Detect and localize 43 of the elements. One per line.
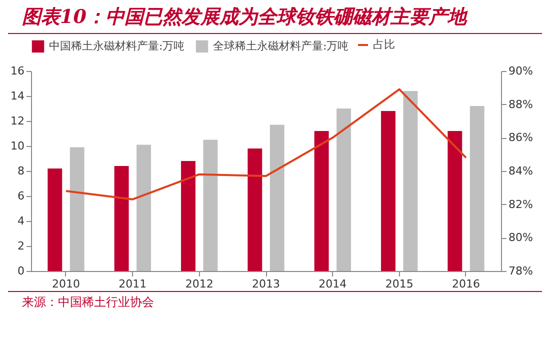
bar: [314, 131, 329, 271]
legend-label: 中国稀土永磁材料产量:万吨: [49, 39, 185, 52]
x-tick-label: 2012: [185, 278, 214, 290]
bar: [70, 147, 84, 271]
chart-title: 图表10：中国已然发展成为全球钕铁硼磁材主要产地: [8, 0, 542, 34]
y-tick-label: 12: [10, 114, 24, 128]
bar: [403, 91, 418, 271]
x-tick-label: 2013: [252, 278, 280, 290]
bar: [270, 124, 284, 271]
x-tick-label: 2014: [318, 278, 347, 290]
bar: [336, 108, 351, 271]
bar: [470, 106, 484, 271]
bar: [114, 166, 129, 271]
bar: [181, 161, 196, 271]
y2-tick-label: 80%: [508, 231, 533, 244]
y-tick-label: 14: [10, 90, 24, 102]
y2-tick-label: 84%: [508, 164, 533, 178]
y-tick-label: 2: [18, 240, 24, 252]
y-tick-label: 16: [10, 64, 24, 78]
bar: [203, 140, 218, 271]
bar: [248, 148, 262, 271]
x-tick-label: 2016: [452, 278, 480, 290]
legend-label: 占比: [373, 38, 395, 51]
x-tick-label: 2010: [52, 278, 80, 290]
line-series: [65, 88, 467, 200]
y-tick-label: 4: [18, 214, 24, 228]
bar: [448, 131, 462, 271]
y-tick-label: 10: [10, 140, 24, 152]
bar: [381, 111, 396, 271]
source-note: 来源：中国稀土行业协会: [8, 291, 542, 313]
x-tick-label: 2015: [385, 278, 414, 290]
x-tick-label: 2011: [118, 278, 147, 290]
y2-tick-label: 86%: [508, 131, 533, 144]
y2-tick-label: 78%: [508, 264, 533, 278]
y2-tick-label: 82%: [508, 198, 533, 211]
y-tick-label: 8: [18, 164, 24, 178]
bar: [136, 144, 151, 271]
y2-tick-label: 90%: [508, 64, 533, 78]
y2-tick-label: 88%: [508, 98, 533, 111]
y-tick-label: 0: [18, 264, 24, 278]
bar: [48, 168, 62, 271]
y-tick-label: 6: [18, 190, 24, 202]
legend-label: 全球稀土永磁材料产量:万吨: [213, 39, 349, 52]
